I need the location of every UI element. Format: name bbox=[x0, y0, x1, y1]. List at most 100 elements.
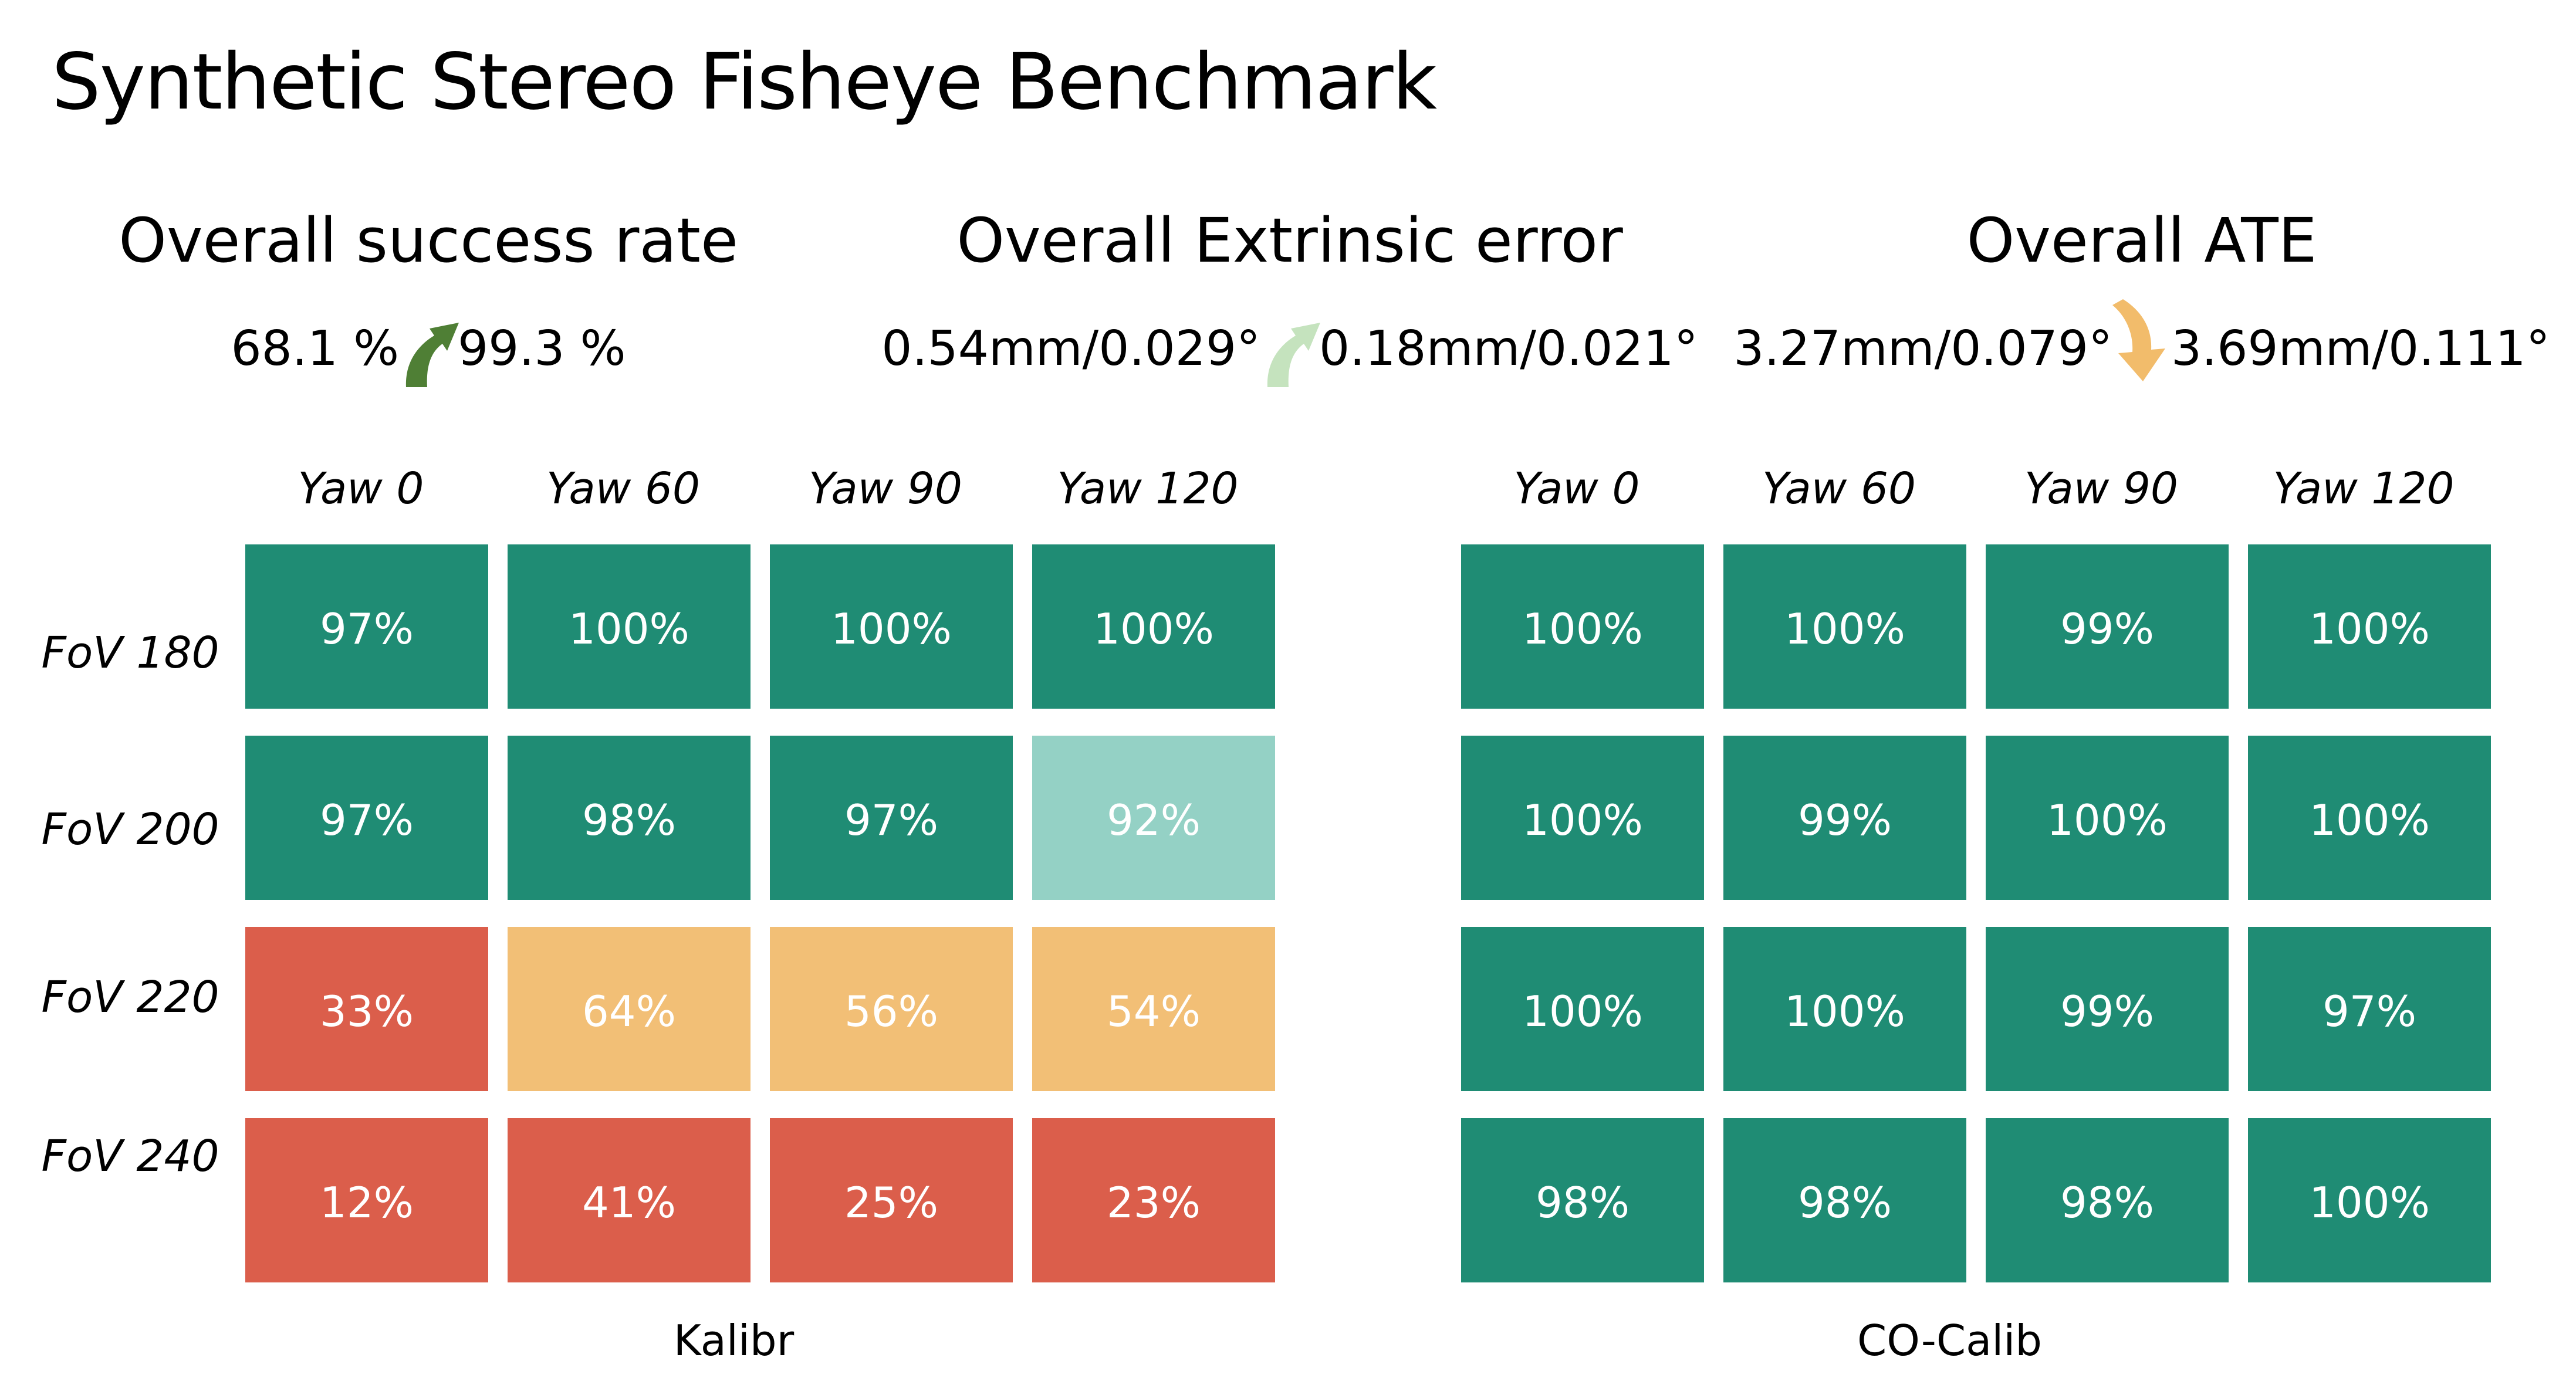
cell-value-label: 100% bbox=[1784, 604, 1905, 654]
column-label: Yaw 120 bbox=[2273, 463, 2454, 514]
chart-caption: Kalibr bbox=[674, 1316, 795, 1365]
cell-value-label: 98% bbox=[1536, 1178, 1630, 1227]
metric-extrinsic-error: Overall Extrinsic error 0.54mm/0.029° 0.… bbox=[881, 202, 1698, 387]
heatmap-cell bbox=[770, 1118, 1013, 1282]
curved-up-arrow-icon bbox=[1267, 323, 1320, 387]
heatmap-cell bbox=[1723, 927, 1966, 1091]
cell-value-label: 100% bbox=[831, 604, 952, 654]
metric-success-rate: Overall success rate 68.1 % 99.3 % bbox=[59, 202, 798, 387]
metric-from-value: 3.27mm/0.079° bbox=[1733, 321, 2112, 377]
metric-values: 0.54mm/0.029° 0.18mm/0.021° bbox=[881, 299, 1698, 387]
cell-value-label: 100% bbox=[1522, 604, 1643, 654]
heatmap-kalibr: Yaw 0 Yaw 60 Yaw 90 Yaw 120 FoV 180 FoV 200 Fo… bbox=[41, 463, 1275, 1365]
heatmap-cell bbox=[1461, 927, 1704, 1091]
metric-to-value: 3.69mm/0.111° bbox=[2171, 321, 2550, 377]
heatmap-cell bbox=[770, 927, 1013, 1091]
cell-value-label: 98% bbox=[1798, 1178, 1892, 1227]
arrow-shape bbox=[2112, 299, 2165, 381]
cell-value-label: 92% bbox=[1107, 796, 1201, 845]
arrow-shape bbox=[1267, 323, 1320, 387]
metric-title: Overall Extrinsic error bbox=[956, 205, 1623, 276]
cell-value-label: 100% bbox=[1093, 604, 1214, 654]
heatmap-cell bbox=[770, 544, 1013, 709]
heatmap-cell bbox=[245, 736, 488, 900]
heatmap-co-calib: Yaw 0 Yaw 60 Yaw 90 Yaw 120 100% 100% 99% 100% 1… bbox=[1461, 463, 2491, 1365]
heatmap-cell bbox=[1032, 544, 1275, 709]
cell-value-label: 98% bbox=[2060, 1178, 2154, 1227]
arrow-shape bbox=[405, 323, 459, 387]
heatmap-cell bbox=[2248, 927, 2491, 1091]
heatmap-cell bbox=[1032, 1118, 1275, 1282]
column-label: Yaw 60 bbox=[1762, 463, 1916, 514]
cell-value-label: 12% bbox=[320, 1178, 414, 1227]
heatmap-cell bbox=[245, 927, 488, 1091]
row-label: FoV 240 bbox=[41, 1131, 219, 1182]
cell-value-label: 54% bbox=[1107, 987, 1201, 1036]
heatmap-cell bbox=[1986, 1118, 2229, 1282]
heatmap-cell bbox=[245, 1118, 488, 1282]
cell-value-label: 99% bbox=[2060, 987, 2154, 1036]
cell-value-label: 41% bbox=[582, 1178, 676, 1227]
cell-value-label: 97% bbox=[844, 796, 938, 845]
cell-value-label: 23% bbox=[1107, 1178, 1201, 1227]
heatmap-cell bbox=[2248, 544, 2491, 709]
cell-value-label: 100% bbox=[2309, 1178, 2430, 1227]
metric-ate: Overall ATE 3.27mm/0.079° 3.69mm/0.111° bbox=[1733, 202, 2550, 381]
heatmap-cell bbox=[2248, 1118, 2491, 1282]
cell-value-label: 98% bbox=[582, 796, 676, 845]
heatmap-cell bbox=[508, 736, 751, 900]
heatmap-cell bbox=[1723, 544, 1966, 709]
metric-values: 68.1 % 99.3 % bbox=[59, 299, 798, 387]
cell-value-label: 33% bbox=[320, 987, 414, 1036]
heatmap-cell bbox=[1986, 544, 2229, 709]
row-label: FoV 180 bbox=[41, 628, 219, 678]
row-label: FoV 220 bbox=[41, 972, 219, 1023]
heatmap-cell bbox=[1461, 1118, 1704, 1282]
cell-value-label: 25% bbox=[844, 1178, 938, 1227]
heatmap-cell bbox=[1461, 736, 1704, 900]
column-label: Yaw 90 bbox=[2024, 463, 2178, 514]
heatmap-cell bbox=[245, 544, 488, 709]
cell-value-label: 100% bbox=[2047, 796, 2168, 845]
heatmap-cell bbox=[1723, 736, 1966, 900]
heatmap-cell bbox=[1032, 736, 1275, 900]
metric-from-value: 68.1 % bbox=[231, 321, 399, 377]
heatmap-cell bbox=[1986, 927, 2229, 1091]
page-title: Synthetic Stereo Fisheye Benchmark bbox=[52, 37, 1437, 127]
cell-value-label: 100% bbox=[1522, 796, 1643, 845]
metric-title: Overall ATE bbox=[1966, 205, 2317, 276]
metric-to-value: 0.18mm/0.021° bbox=[1319, 321, 1698, 377]
column-label: Yaw 0 bbox=[1514, 463, 1640, 514]
cell-value-label: 97% bbox=[320, 796, 414, 845]
metric-title: Overall success rate bbox=[119, 205, 738, 276]
cell-value-label: 100% bbox=[2309, 604, 2430, 654]
column-label: Yaw 60 bbox=[546, 463, 700, 514]
cell-value-label: 99% bbox=[2060, 604, 2154, 654]
column-label: Yaw 90 bbox=[809, 463, 962, 514]
cell-value-label: 100% bbox=[1784, 987, 1905, 1036]
chart-caption: CO-Calib bbox=[1857, 1316, 2042, 1365]
cell-value-label: 97% bbox=[320, 604, 414, 654]
curved-up-arrow-icon bbox=[405, 323, 459, 387]
cell-value-label: 56% bbox=[844, 987, 938, 1036]
metric-from-value: 0.54mm/0.029° bbox=[881, 321, 1260, 377]
cell-value-label: 97% bbox=[2323, 987, 2416, 1036]
heatmap-cell bbox=[1461, 544, 1704, 709]
heatmap-cell bbox=[508, 1118, 751, 1282]
heatmap-cell bbox=[1032, 927, 1275, 1091]
heatmap-cell bbox=[2248, 736, 2491, 900]
row-label: FoV 200 bbox=[41, 804, 219, 855]
column-label: Yaw 120 bbox=[1057, 463, 1238, 514]
heatmap-cell bbox=[770, 736, 1013, 900]
heatmap-cell bbox=[1723, 1118, 1966, 1282]
column-label: Yaw 0 bbox=[298, 463, 424, 514]
cell-value-label: 99% bbox=[1798, 796, 1892, 845]
cell-value-label: 100% bbox=[2309, 796, 2430, 845]
heatmap-cell bbox=[508, 544, 751, 709]
curved-down-arrow-icon bbox=[2112, 299, 2165, 381]
metric-values: 3.27mm/0.079° 3.69mm/0.111° bbox=[1733, 299, 2550, 387]
metric-to-value: 99.3 % bbox=[458, 321, 626, 377]
cell-value-label: 64% bbox=[582, 987, 676, 1036]
